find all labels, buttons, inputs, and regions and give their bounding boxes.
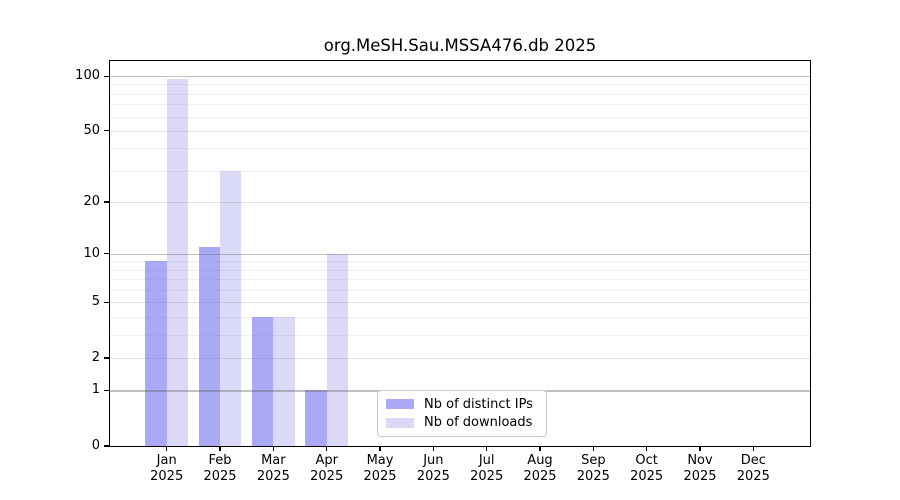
y-tick-label-5: 5 xyxy=(91,294,100,310)
x-tick-jul xyxy=(486,446,488,451)
bar-feb-downloads xyxy=(220,170,242,446)
y-tick-label-100: 100 xyxy=(75,68,100,84)
y-gridline-4 xyxy=(110,317,810,319)
bar-jan-distinct-ips xyxy=(145,261,167,446)
x-tick-jan xyxy=(166,446,168,451)
x-tick-label-dec: Dec 2025 xyxy=(736,453,770,484)
bar-apr-distinct-ips xyxy=(305,390,327,446)
y-tick-label-20: 20 xyxy=(83,194,100,209)
y-tick-2 xyxy=(104,357,110,359)
legend-label-downloads: Nb of downloads xyxy=(424,415,533,431)
y-gridline-7 xyxy=(110,279,810,281)
y-tick-label-0: 0 xyxy=(91,438,100,453)
y-gridline-3 xyxy=(110,334,810,336)
y-tick-100 xyxy=(104,75,110,77)
bar-feb-distinct-ips xyxy=(198,246,221,446)
y-tick-label-10: 10 xyxy=(83,245,100,261)
y-gridline-10 xyxy=(110,253,810,256)
y-tick-20 xyxy=(104,201,110,203)
y-tick-5 xyxy=(104,301,110,303)
y-gridline-60 xyxy=(110,116,810,118)
x-tick-label-aug: Aug 2025 xyxy=(523,453,557,484)
y-tick-label-50: 50 xyxy=(83,122,100,138)
y-gridline-80 xyxy=(110,93,810,95)
x-tick-jun xyxy=(432,446,434,451)
y-tick-10 xyxy=(104,253,110,255)
y-gridline-50 xyxy=(110,130,810,132)
legend-label-distinct-ips: Nb of distinct IPs xyxy=(424,396,533,412)
y-gridline-70 xyxy=(110,104,810,106)
y-tick-1 xyxy=(104,389,110,392)
plot-area xyxy=(110,61,810,446)
legend-item-downloads: Nb of downloads xyxy=(378,415,546,430)
x-tick-label-jan: Jan 2025 xyxy=(150,453,184,484)
y-gridline-6 xyxy=(110,290,810,292)
y-gridline-8 xyxy=(110,269,810,271)
y-gridline-9 xyxy=(110,261,810,263)
x-tick-feb xyxy=(219,446,221,451)
x-tick-nov xyxy=(699,446,701,451)
y-tick-0 xyxy=(104,445,110,447)
x-tick-label-sep: Sep 2025 xyxy=(576,453,610,484)
y-gridline-30 xyxy=(110,170,810,172)
legend-swatch-distinct-ips xyxy=(386,398,414,410)
y-gridline-2 xyxy=(110,357,810,359)
y-gridline-90 xyxy=(110,84,810,86)
legend: Nb of distinct IPs Nb of downloads xyxy=(377,390,547,437)
x-tick-label-may: May 2025 xyxy=(363,453,397,484)
x-tick-oct xyxy=(646,446,648,451)
chart-title: org.MeSH.Sau.MSSA476.db 2025 xyxy=(323,36,597,55)
legend-swatch-downloads xyxy=(386,417,414,429)
x-tick-label-oct: Oct 2025 xyxy=(630,453,664,484)
x-tick-label-mar: Mar 2025 xyxy=(256,453,290,484)
y-tick-50 xyxy=(104,130,110,132)
x-tick-label-apr: Apr 2025 xyxy=(310,453,344,484)
x-tick-apr xyxy=(326,446,328,451)
x-tick-sep xyxy=(592,446,594,451)
x-tick-dec xyxy=(752,446,754,451)
y-gridline-5 xyxy=(110,302,810,304)
bar-mar-downloads xyxy=(273,317,295,446)
x-tick-may xyxy=(379,446,381,451)
bar-jan-downloads xyxy=(166,78,188,446)
x-tick-mar xyxy=(272,446,274,451)
x-tick-aug xyxy=(539,446,541,451)
x-tick-label-jul: Jul 2025 xyxy=(470,453,504,484)
x-tick-label-nov: Nov 2025 xyxy=(683,453,717,484)
y-gridline-100 xyxy=(110,76,810,78)
y-tick-label-1: 1 xyxy=(91,382,100,398)
legend-item-distinct-ips: Nb of distinct IPs xyxy=(378,397,546,412)
y-gridline-40 xyxy=(110,148,810,150)
y-tick-label-2: 2 xyxy=(91,349,100,365)
bar-apr-downloads xyxy=(326,253,348,446)
bar-mar-distinct-ips xyxy=(252,317,274,446)
y-gridline-20 xyxy=(110,202,810,203)
x-tick-label-feb: Feb 2025 xyxy=(203,453,237,484)
x-tick-label-jun: Jun 2025 xyxy=(416,453,450,484)
